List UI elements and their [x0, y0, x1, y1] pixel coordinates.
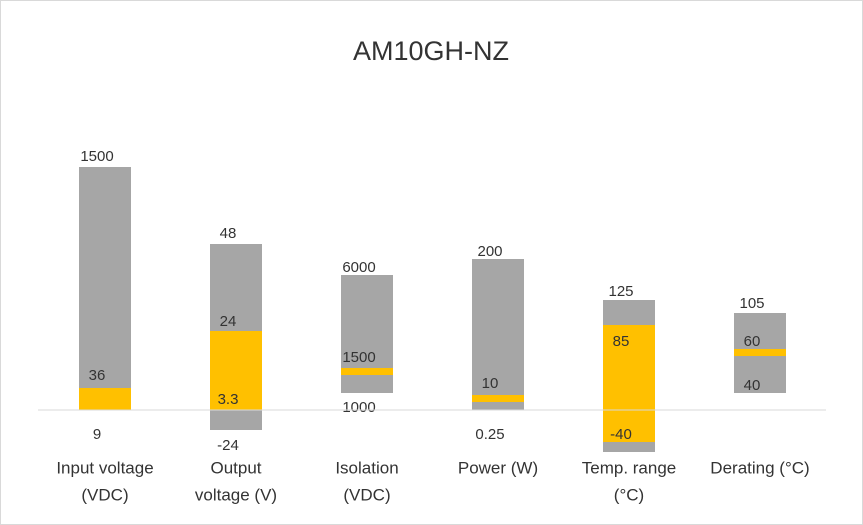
category-label: Input voltage — [56, 458, 153, 477]
category-label: (°C) — [614, 485, 644, 504]
value-label: 3.3 — [218, 391, 239, 408]
value-label: 0.25 — [475, 426, 504, 443]
band-bar — [472, 395, 524, 402]
band-bar — [79, 388, 131, 410]
value-label: 105 — [739, 295, 764, 312]
category-label: Temp. range — [582, 458, 677, 477]
value-label: 6000 — [342, 259, 375, 276]
band-bar — [210, 331, 262, 410]
chart-title: AM10GH-NZ — [353, 36, 509, 66]
band-bar — [341, 368, 393, 375]
range-bar — [341, 275, 393, 393]
category-label: Derating (°C) — [710, 458, 809, 477]
value-label: 200 — [477, 243, 502, 260]
value-label: 48 — [220, 225, 237, 242]
range-bar — [79, 167, 131, 410]
value-label: -40 — [610, 426, 632, 443]
value-label: 1000 — [342, 399, 375, 416]
category-label: voltage (V) — [195, 485, 277, 504]
value-label: 85 — [613, 333, 630, 350]
value-label: 60 — [744, 333, 761, 350]
band-bar — [603, 325, 655, 442]
value-label: 10 — [482, 375, 499, 392]
value-label: 1500 — [80, 148, 113, 165]
category-label: Isolation — [335, 458, 398, 477]
value-label: 36 — [89, 367, 106, 384]
category-label: Power (W) — [458, 458, 538, 477]
value-label: 40 — [744, 377, 761, 394]
value-label: 9 — [93, 426, 101, 443]
range-bar — [472, 259, 524, 410]
band-bar — [734, 349, 786, 356]
value-label: 125 — [608, 283, 633, 300]
value-label: 24 — [220, 313, 237, 330]
value-label: 1500 — [342, 349, 375, 366]
value-label: -24 — [217, 437, 239, 454]
category-label: (VDC) — [343, 485, 390, 504]
category-label: Output — [210, 458, 261, 477]
category-label: (VDC) — [81, 485, 128, 504]
